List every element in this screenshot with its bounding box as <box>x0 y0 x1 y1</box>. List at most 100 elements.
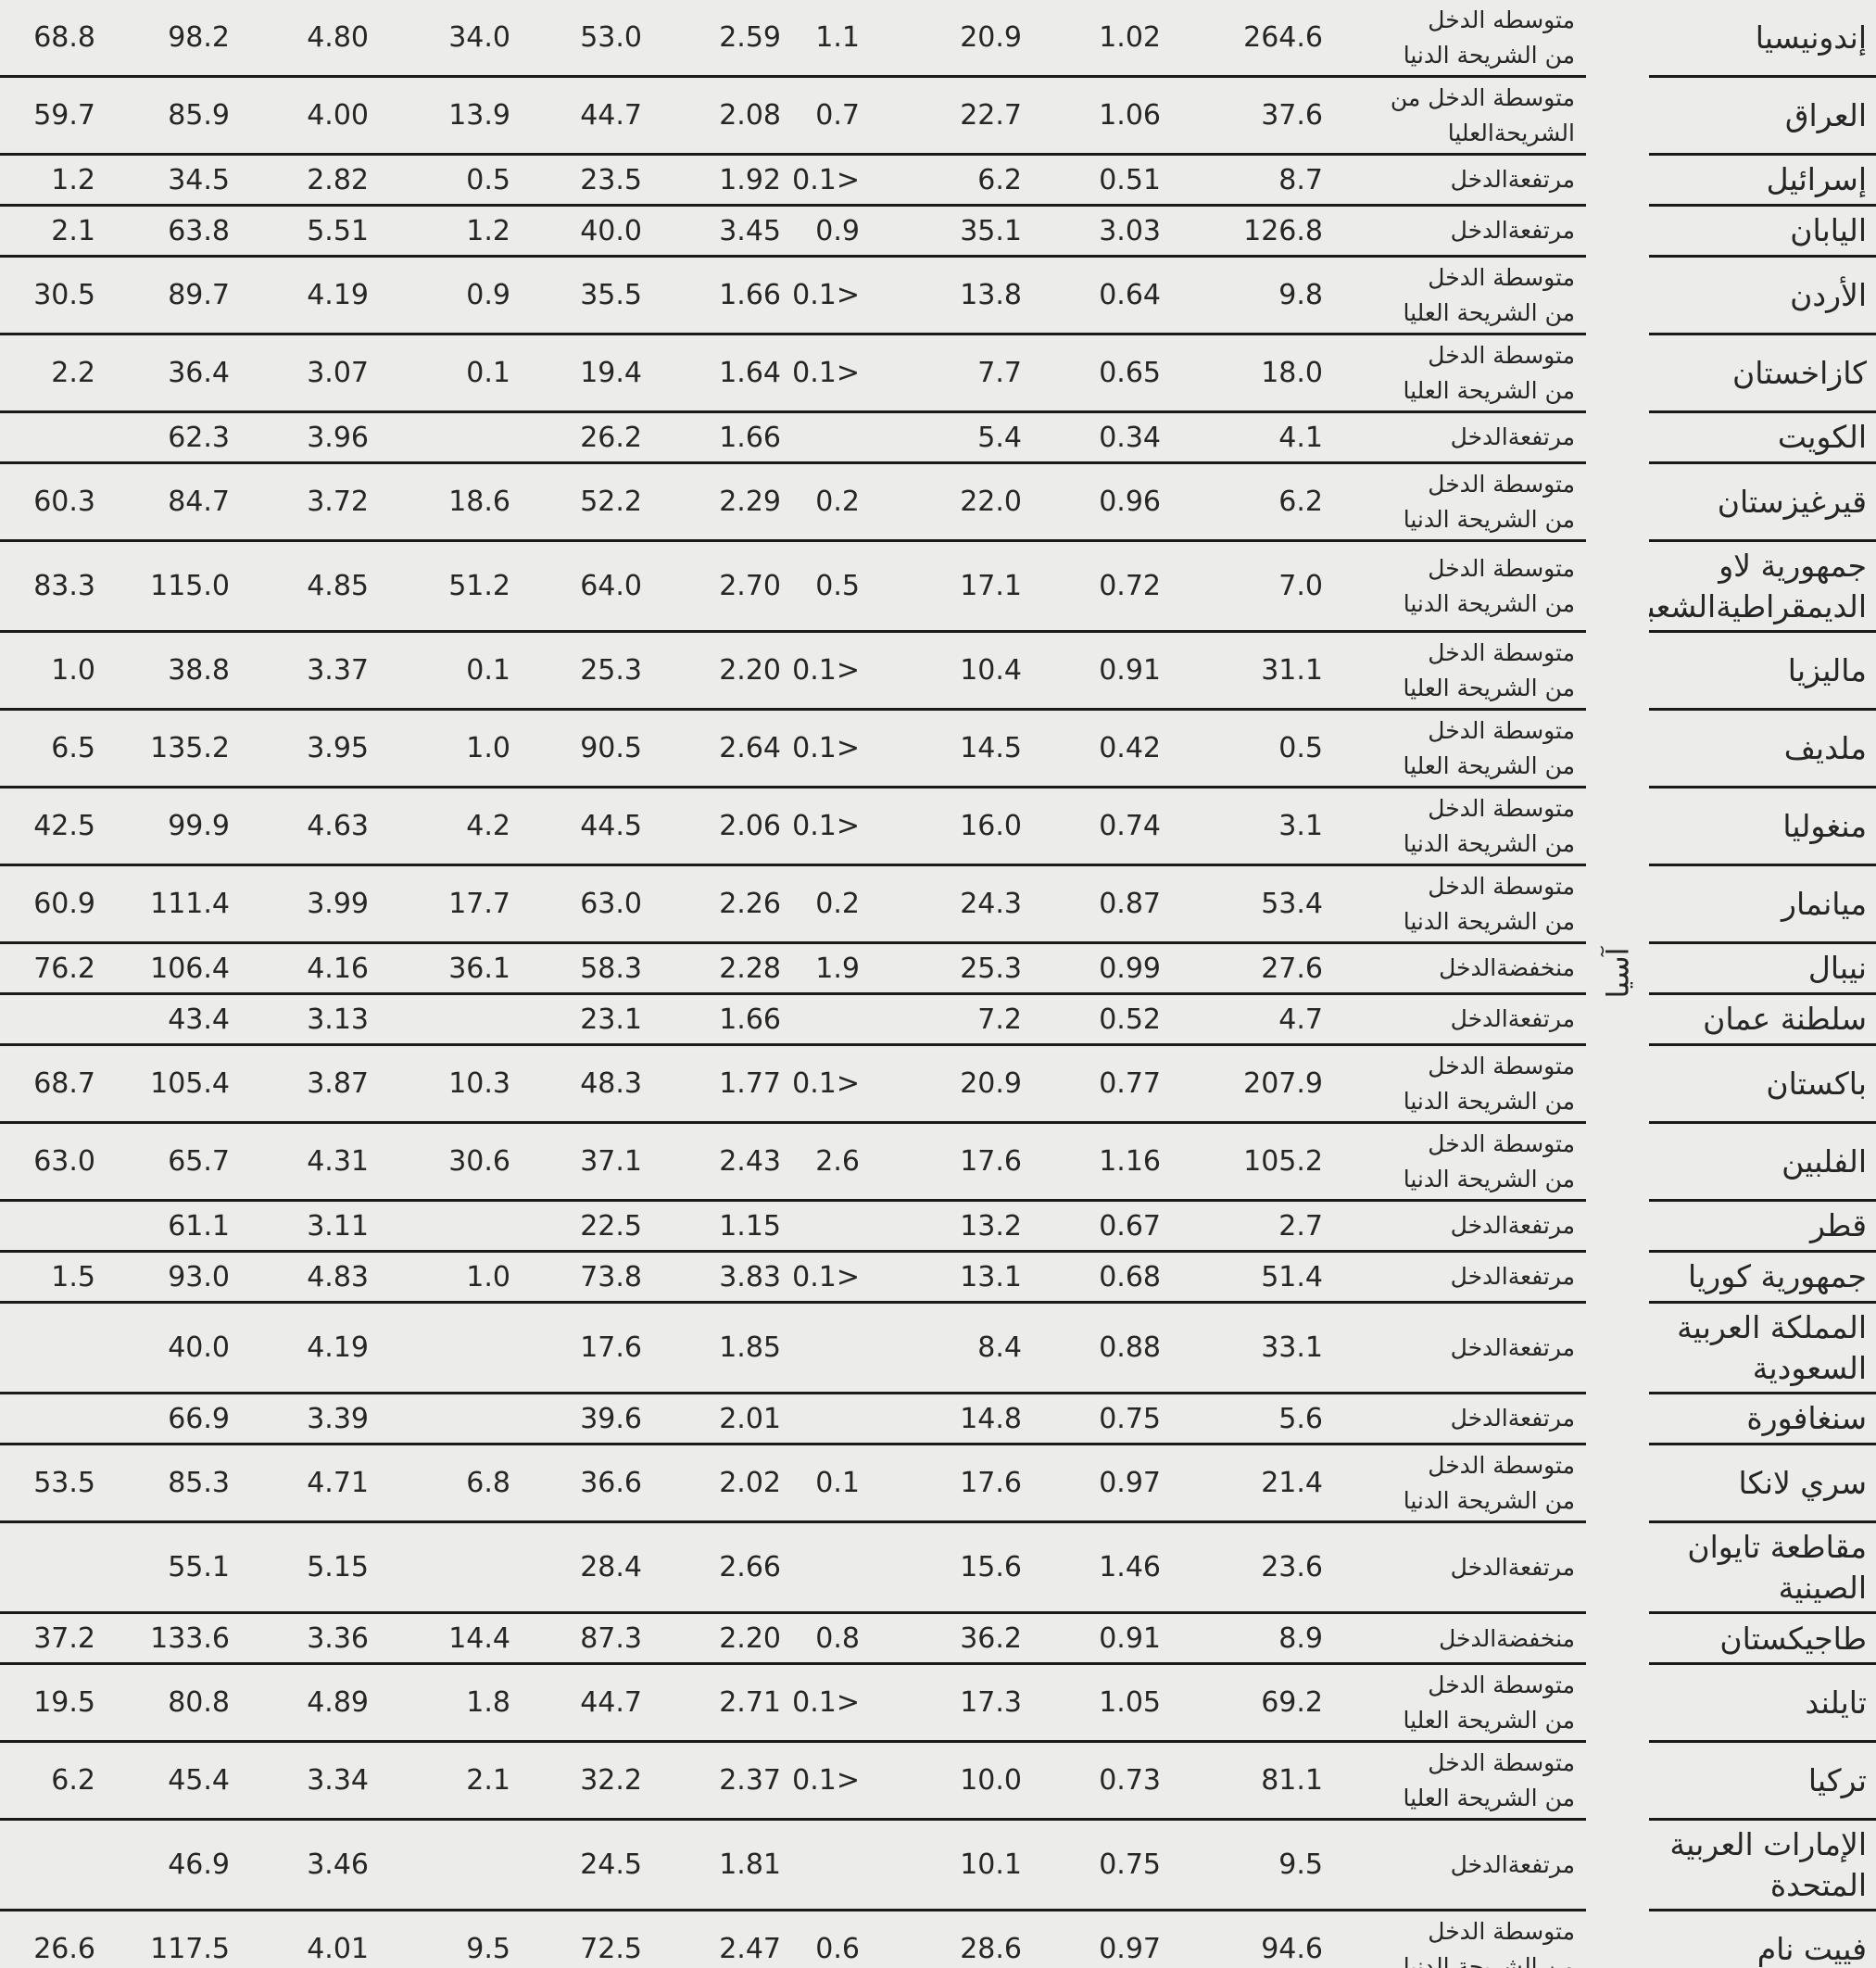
value-cell: 17.1 <box>862 540 1024 634</box>
value-cell: 0.91 <box>1024 1612 1163 1666</box>
value-cell: 1.2 <box>371 205 512 258</box>
table-row: قيرغيزستان متوسطة الدخل من الشريحة الدنيا… <box>0 462 1876 542</box>
value-cell: 98.2 <box>97 0 232 78</box>
value-cell: 39.6 <box>512 1393 644 1446</box>
value-cell: 24.5 <box>512 1819 644 1912</box>
country-name-cell: إسرائيل <box>1649 154 1876 207</box>
value-cell: 22.7 <box>862 76 1024 156</box>
value-cell: 2.6 <box>783 1122 862 1203</box>
value-cell: 28.6 <box>862 1910 1024 1968</box>
table-row: سلطنة عمان مرتفعةالدخل 4.7 0.52 7.2 1.66 23.1 3… <box>0 993 1876 1047</box>
value-cell: 22.0 <box>862 462 1024 542</box>
value-cell: 38.8 <box>97 631 232 712</box>
value-cell: 83.3 <box>0 540 97 634</box>
value-cell: 1.15 <box>644 1200 783 1254</box>
value-cell: 34.5 <box>97 154 232 207</box>
value-cell: 69.2 <box>1163 1663 1325 1744</box>
value-cell <box>0 1302 97 1395</box>
table-row: باكستان متوسطة الدخل من الشريحة الدنيا 207… <box>0 1044 1876 1125</box>
value-cell: 17.6 <box>862 1444 1024 1524</box>
region-gap-cell <box>1586 0 1649 77</box>
value-cell: 87.3 <box>512 1612 644 1666</box>
value-cell: 32.2 <box>512 1741 644 1822</box>
value-cell: 4.1 <box>1163 411 1325 464</box>
value-cell: 4.19 <box>232 1302 371 1395</box>
value-cell: 2.08 <box>644 76 783 156</box>
value-cell: 6.2 <box>1163 462 1325 542</box>
income-group-cell: متوسطة الدخل من الشريحة الدنيا <box>1325 540 1586 634</box>
value-cell: 6.2 <box>862 154 1024 207</box>
country-name-cell: ماليزيا <box>1649 631 1876 712</box>
value-cell: 21.4 <box>1163 1444 1325 1524</box>
value-cell: 0.51 <box>1024 154 1163 207</box>
value-cell: 4.01 <box>232 1910 371 1968</box>
value-cell: 2.43 <box>644 1122 783 1203</box>
value-cell: 17.6 <box>862 1122 1024 1203</box>
value-cell: 1.06 <box>1024 76 1163 156</box>
value-cell: 23.1 <box>512 993 644 1047</box>
country-name-cell: نيبال <box>1649 942 1876 996</box>
income-group-cell: مرتفعةالدخل <box>1325 154 1586 207</box>
value-cell: 0.5 <box>371 154 512 207</box>
value-cell: 3.13 <box>232 993 371 1047</box>
region-gap-cell <box>1586 865 1649 943</box>
region-gap-cell <box>1586 1303 1649 1394</box>
income-group-cell: متوسطة الدخل من الشريحة الدنيا <box>1325 1444 1586 1524</box>
country-name-cell: قيرغيزستان <box>1649 462 1876 542</box>
country-name-cell: المملكة العربية السعودية <box>1649 1302 1876 1395</box>
region-gap-cell <box>1586 943 1649 994</box>
region-gap-cell <box>1586 788 1649 865</box>
value-cell: 17.6 <box>512 1302 644 1395</box>
income-group-cell: منخفضةالدخل <box>1325 1612 1586 1666</box>
value-cell: 48.3 <box>512 1044 644 1125</box>
value-cell: 2.71 <box>644 1663 783 1744</box>
value-cell <box>783 1302 862 1395</box>
value-cell: 0.91 <box>1024 631 1163 712</box>
value-cell: 0.67 <box>1024 1200 1163 1254</box>
value-cell: 1.85 <box>644 1302 783 1395</box>
region-gap-cell <box>1586 412 1649 463</box>
country-name-cell: جمهورية لاو الديمقراطيةالشعبية <box>1649 540 1876 634</box>
value-cell: 0.99 <box>1024 942 1163 996</box>
value-cell: 94.6 <box>1163 1910 1325 1968</box>
value-cell: 20.9 <box>862 1044 1024 1125</box>
value-cell: 2.20 <box>644 1612 783 1666</box>
value-cell: 0.75 <box>1024 1819 1163 1912</box>
value-cell: 5.4 <box>862 411 1024 464</box>
value-cell: 1.77 <box>644 1044 783 1125</box>
value-cell: 63.8 <box>97 205 232 258</box>
country-name-cell: اليابان <box>1649 205 1876 258</box>
country-name-cell: الفلبين <box>1649 1122 1876 1203</box>
value-cell: 36.1 <box>371 942 512 996</box>
value-cell: 80.8 <box>97 1663 232 1744</box>
value-cell: 3.34 <box>232 1741 371 1822</box>
value-cell: 53.5 <box>0 1444 97 1524</box>
value-cell: 17.7 <box>371 864 512 945</box>
value-cell: 0.74 <box>1024 787 1163 867</box>
value-cell: 3.96 <box>232 411 371 464</box>
value-cell: 2.70 <box>644 540 783 634</box>
table-row: سنغافورة مرتفعةالدخل 5.6 0.75 14.8 2.01 39.6 3.… <box>0 1393 1876 1446</box>
value-cell: 63.0 <box>0 1122 97 1203</box>
table-row: ميانمار متوسطة الدخل من الشريحة الدنيا 53.… <box>0 864 1876 945</box>
region-gap-cell <box>1586 257 1649 334</box>
value-cell: 36.6 <box>512 1444 644 1524</box>
value-cell: 1.2 <box>0 154 97 207</box>
value-cell: 1.16 <box>1024 1122 1163 1203</box>
value-cell: 28.4 <box>512 1521 644 1615</box>
value-cell: 5.51 <box>232 205 371 258</box>
income-group-cell: متوسطة الدخل من الشريحة العليا <box>1325 256 1586 335</box>
region-gap-cell <box>1586 1664 1649 1742</box>
value-cell: 76.2 <box>0 942 97 996</box>
value-cell <box>371 1521 512 1615</box>
value-cell <box>371 1200 512 1254</box>
table-row: الفلبين متوسطة الدخل من الشريحة الدنيا 105… <box>0 1122 1876 1203</box>
value-cell: 0.1> <box>783 154 862 207</box>
value-cell: 24.3 <box>862 864 1024 945</box>
value-cell: 105.4 <box>97 1044 232 1125</box>
value-cell: 2.28 <box>644 942 783 996</box>
value-cell: 6.5 <box>0 709 97 789</box>
